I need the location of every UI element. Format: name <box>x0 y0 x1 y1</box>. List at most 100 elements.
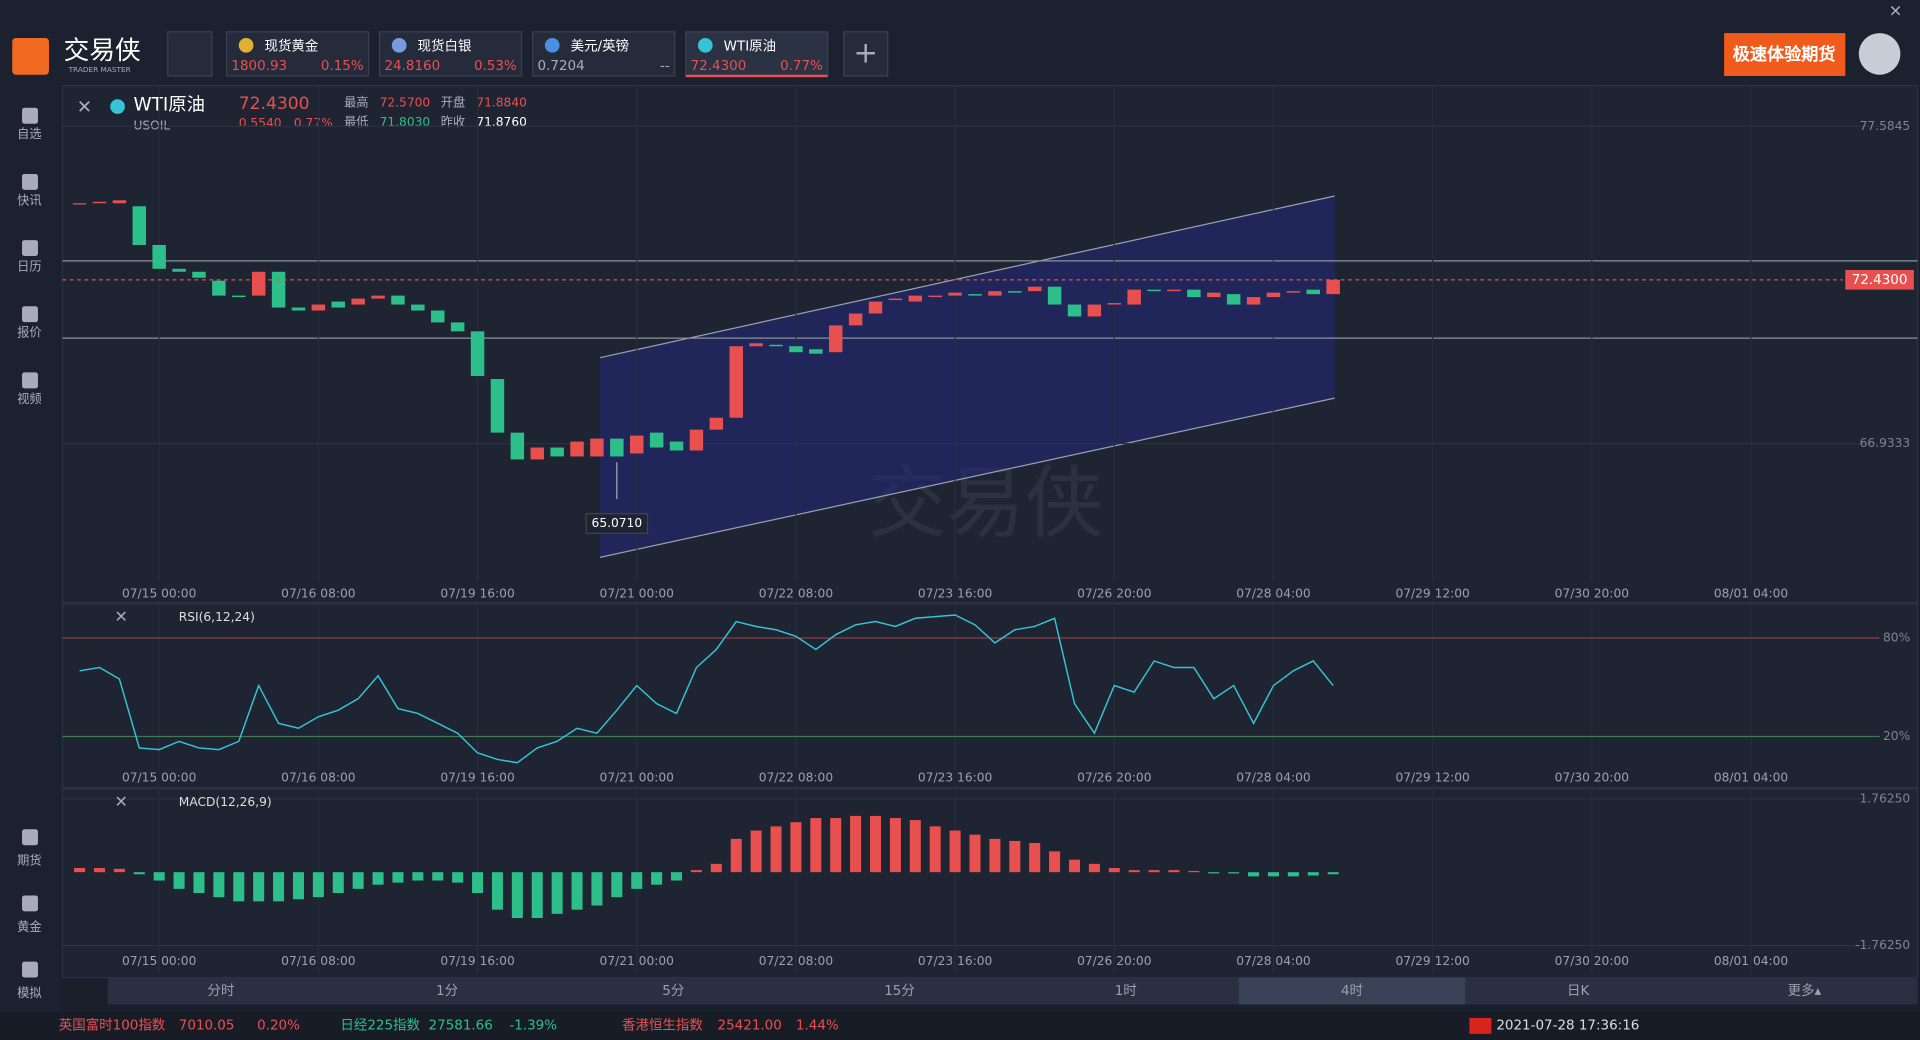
macd-bar <box>1108 868 1120 873</box>
tab-name: WTI原油 <box>724 39 776 55</box>
candle <box>630 435 644 454</box>
x-tick-label: 07/26 20:00 <box>1077 587 1151 601</box>
macd-bar <box>631 872 643 889</box>
y-tick-label: -1.76250 <box>1855 938 1910 952</box>
quote-icon <box>110 99 125 114</box>
macd-bar <box>651 872 663 885</box>
timeframe-selected <box>1238 977 1466 1005</box>
sidebar-icon[interactable] <box>22 961 38 978</box>
macd-bar <box>372 872 384 885</box>
ticker-name: 日经225指数 <box>340 1017 420 1033</box>
tab[interactable] <box>532 31 676 77</box>
tab-icon <box>238 37 254 53</box>
sidebar-icon[interactable] <box>22 240 38 257</box>
candle <box>868 301 883 314</box>
macd-bar <box>392 872 404 883</box>
banner[interactable] <box>1724 33 1846 76</box>
tab-change: 0.15% <box>321 58 364 74</box>
macd-bar <box>1128 870 1140 873</box>
macd-bar <box>452 872 464 883</box>
candle <box>411 304 425 311</box>
macd-bar <box>273 872 285 902</box>
timeframe-button[interactable]: 日K <box>1567 983 1590 999</box>
macd-bar <box>850 815 862 873</box>
tab[interactable] <box>225 31 370 77</box>
candle <box>689 429 704 451</box>
candle <box>848 313 863 326</box>
candle <box>251 271 266 296</box>
macd-bar <box>690 870 702 873</box>
panel-close[interactable]: ✕ <box>115 792 128 811</box>
macd-bar <box>1029 843 1041 873</box>
quote-low: 71.8030 <box>380 115 431 129</box>
candle <box>769 344 783 347</box>
timeframe-button[interactable]: 5分 <box>662 983 684 999</box>
x-tick-label: 07/23 16:00 <box>918 770 992 784</box>
status-bar <box>0 1011 1920 1040</box>
avatar[interactable] <box>1858 33 1901 75</box>
close-chart[interactable]: ✕ <box>77 97 92 118</box>
y-tick-label: 80% <box>1883 630 1910 644</box>
timeframe-button[interactable]: 更多▴ <box>1788 982 1822 999</box>
candle <box>968 294 982 296</box>
macd-bar <box>332 872 344 894</box>
macd-bar <box>1148 870 1160 873</box>
add-tab-button[interactable] <box>843 31 889 77</box>
y-tick-label: 77.5845 <box>1860 119 1911 133</box>
tab-icon <box>391 37 407 53</box>
x-tick-label: 07/28 04:00 <box>1236 954 1310 968</box>
quote-open-label: 开盘 <box>441 94 465 109</box>
macd-bar <box>74 868 86 873</box>
x-tick-label: 07/16 08:00 <box>281 770 355 784</box>
x-tick-label: 08/01 04:00 <box>1714 587 1788 601</box>
tab[interactable] <box>378 31 523 77</box>
sidebar-icon[interactable] <box>22 829 38 846</box>
candle <box>729 346 743 418</box>
timeframe-button[interactable]: 1时 <box>1115 983 1137 999</box>
macd-bar <box>1208 872 1220 874</box>
x-tick-label: 07/26 20:00 <box>1077 954 1151 968</box>
x-tick-label: 07/15 00:00 <box>122 587 196 601</box>
sidebar-icon[interactable] <box>22 107 38 124</box>
candle <box>1226 294 1241 305</box>
sidebar-icon[interactable] <box>22 306 38 323</box>
macd-bar <box>830 818 842 873</box>
macd-bar <box>710 863 722 873</box>
tab-change: 0.77% <box>780 58 823 74</box>
candle <box>192 271 206 278</box>
sidebar-icon[interactable] <box>22 173 38 190</box>
candle <box>1147 289 1161 292</box>
candle <box>1266 292 1281 298</box>
tab-change: 0.53% <box>474 58 517 74</box>
candle <box>1067 304 1082 317</box>
sidebar-label: 视频 <box>17 391 41 406</box>
timeframe-button[interactable]: 分时 <box>207 983 234 999</box>
quote-name[interactable]: WTI原油 <box>133 94 205 115</box>
x-tick-label: 08/01 04:00 <box>1714 954 1788 968</box>
sidebar-icon[interactable] <box>22 895 38 912</box>
layout-button[interactable] <box>167 31 213 77</box>
macd-bar <box>1228 872 1240 874</box>
candle <box>1107 303 1122 305</box>
candle <box>351 298 365 305</box>
macd-bar <box>352 872 364 889</box>
x-tick-label: 07/26 20:00 <box>1077 770 1151 784</box>
macd-bar <box>1327 872 1339 875</box>
tab-price: 72.4300 <box>691 58 747 74</box>
macd-bar <box>1248 872 1260 877</box>
panel-close[interactable]: ✕ <box>115 607 128 626</box>
macd-bar <box>93 868 105 873</box>
macd-bar <box>491 872 503 910</box>
sidebar-icon[interactable] <box>22 372 38 389</box>
candle <box>749 343 763 347</box>
timeframe-button[interactable]: 4时 <box>1341 983 1363 999</box>
tab-change: -- <box>660 58 670 74</box>
close-window[interactable]: ✕ <box>1889 2 1902 21</box>
tab[interactable] <box>685 31 829 77</box>
timeframe-button[interactable]: 1分 <box>436 983 458 999</box>
timeframe-button[interactable]: 15分 <box>884 983 915 999</box>
quote-high-label: 最高 <box>344 94 368 109</box>
